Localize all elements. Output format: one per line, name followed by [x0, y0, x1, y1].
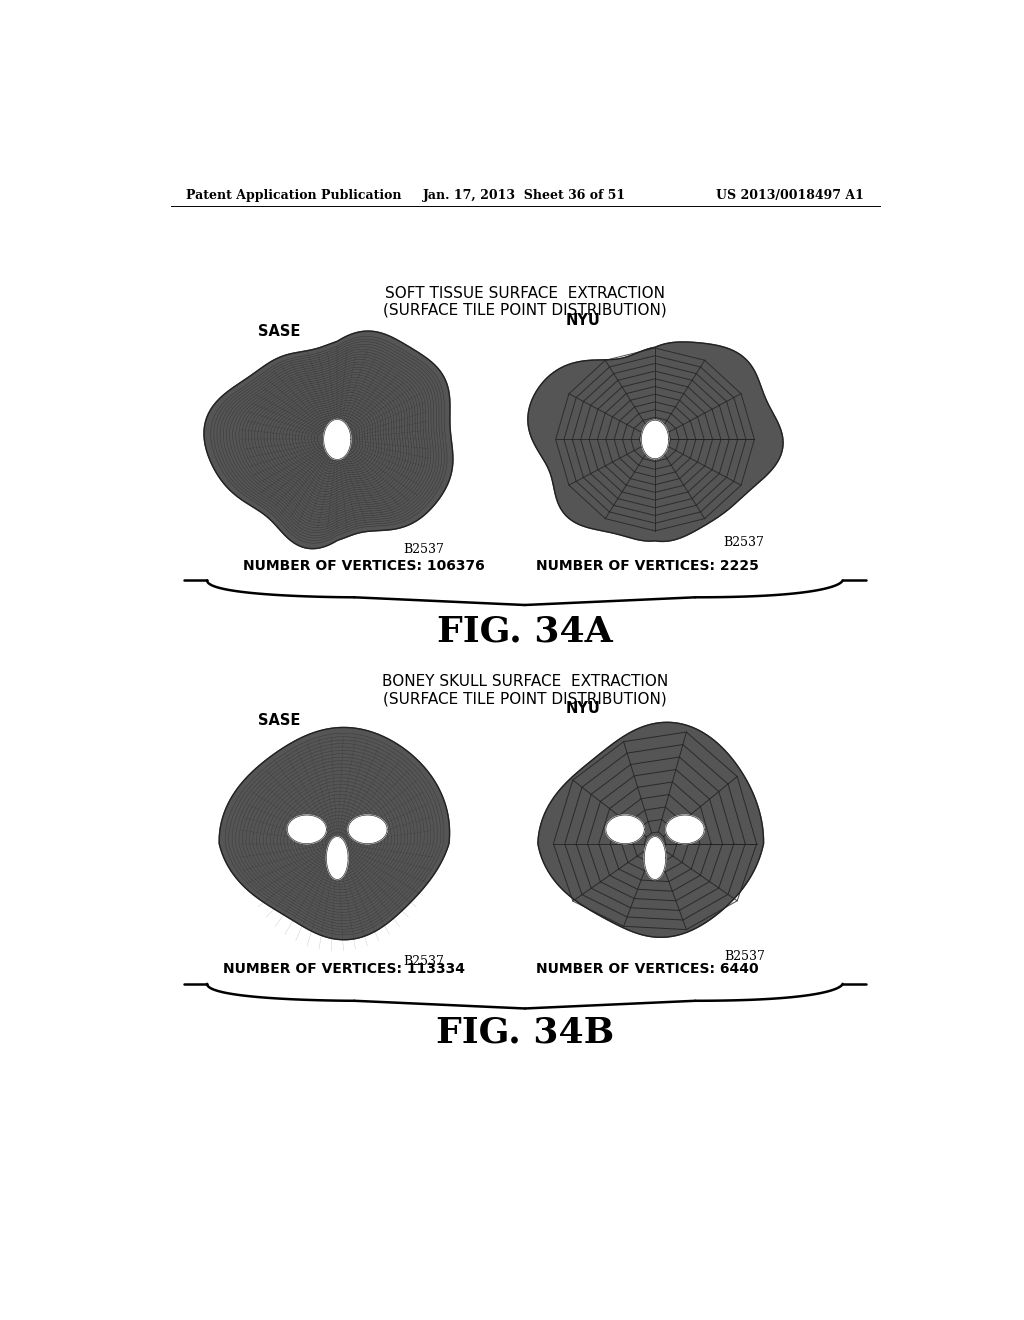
Text: US 2013/0018497 A1: US 2013/0018497 A1	[717, 189, 864, 202]
Text: B2537: B2537	[725, 950, 766, 964]
Text: (SURFACE TILE POINT DISTRIBUTION): (SURFACE TILE POINT DISTRIBUTION)	[383, 692, 667, 706]
Polygon shape	[327, 837, 348, 879]
Polygon shape	[644, 837, 666, 879]
Text: FIG. 34A: FIG. 34A	[437, 615, 612, 649]
Text: FIG. 34B: FIG. 34B	[435, 1015, 614, 1049]
Text: SASE: SASE	[258, 325, 301, 339]
Polygon shape	[606, 814, 644, 843]
Text: BONEY SKULL SURFACE  EXTRACTION: BONEY SKULL SURFACE EXTRACTION	[382, 675, 668, 689]
Text: B2537: B2537	[723, 536, 764, 549]
Polygon shape	[219, 727, 450, 940]
Polygon shape	[641, 420, 669, 458]
Text: (SURFACE TILE POINT DISTRIBUTION): (SURFACE TILE POINT DISTRIBUTION)	[383, 302, 667, 318]
Text: NUMBER OF VERTICES: 106376: NUMBER OF VERTICES: 106376	[243, 560, 484, 573]
Text: SOFT TISSUE SURFACE  EXTRACTION: SOFT TISSUE SURFACE EXTRACTION	[385, 285, 665, 301]
Polygon shape	[538, 722, 764, 937]
Text: NUMBER OF VERTICES: 113334: NUMBER OF VERTICES: 113334	[222, 962, 465, 977]
Text: NYU: NYU	[566, 701, 601, 717]
Polygon shape	[324, 420, 351, 459]
Text: NYU: NYU	[566, 313, 601, 327]
Text: SASE: SASE	[258, 713, 301, 729]
Text: NUMBER OF VERTICES: 6440: NUMBER OF VERTICES: 6440	[536, 962, 759, 977]
Polygon shape	[348, 814, 387, 843]
Polygon shape	[204, 331, 453, 549]
Text: NUMBER OF VERTICES: 2225: NUMBER OF VERTICES: 2225	[536, 560, 759, 573]
Polygon shape	[288, 814, 327, 843]
Text: Jan. 17, 2013  Sheet 36 of 51: Jan. 17, 2013 Sheet 36 of 51	[423, 189, 627, 202]
Text: B2537: B2537	[403, 956, 444, 969]
Polygon shape	[528, 342, 783, 541]
Text: Patent Application Publication: Patent Application Publication	[186, 189, 401, 202]
Text: B2537: B2537	[403, 544, 444, 557]
Polygon shape	[666, 814, 705, 843]
